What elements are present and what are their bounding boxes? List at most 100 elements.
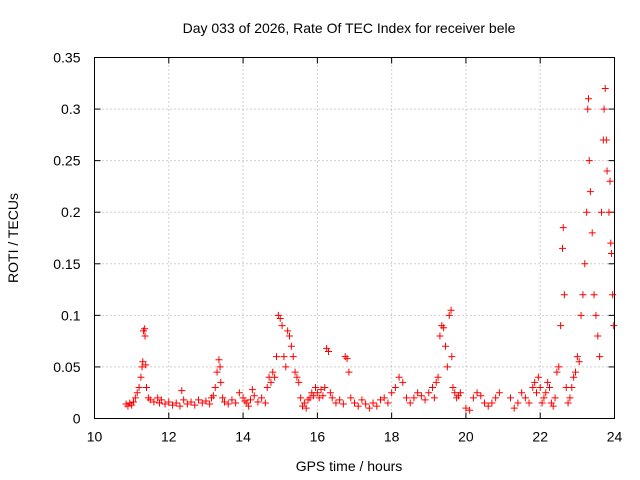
data-point [395,373,403,381]
data-point [603,167,611,175]
data-point [572,368,579,376]
data-point [131,394,139,402]
data-point [321,384,329,392]
data-point [313,389,321,397]
data-point [445,311,453,319]
data-point [403,394,410,402]
data-point [605,208,613,216]
data-point [436,332,444,340]
data-point [547,399,555,407]
data-point [319,392,327,400]
plot-frame [94,57,615,419]
data-point [209,392,217,400]
data-point [206,400,214,408]
data-point [273,353,280,361]
data-point [306,394,314,402]
data-point [443,363,451,371]
data-point [287,342,295,350]
data-point [150,398,158,406]
x-tick-label: 10 [87,429,103,445]
data-point [481,399,488,407]
data-point [365,404,373,412]
data-point [518,389,526,397]
data-point [414,389,422,397]
data-point [573,353,581,361]
data-point [377,396,384,404]
data-point [510,404,518,412]
data-point [289,353,297,361]
data-point [198,399,206,407]
data-point [258,394,266,402]
data-point [570,373,578,381]
data-point [429,384,436,392]
data-point [323,344,331,352]
data-point [566,394,574,402]
data-point [410,394,418,402]
data-point [228,396,236,404]
data-point [248,386,256,394]
data-point [606,177,614,185]
data-point [559,244,566,252]
data-point [538,399,546,407]
data-point [584,105,592,113]
data-point [138,363,146,371]
data-point [263,384,271,392]
data-point [430,394,438,402]
data-point [380,394,388,402]
data-point [154,394,162,402]
data-point [469,394,477,402]
data-point [133,389,141,397]
data-point [585,157,593,165]
data-point [284,327,292,335]
data-point [507,394,514,402]
x-axis-label: GPS time / hours [296,458,403,474]
data-point [221,398,228,406]
data-point [232,399,240,407]
data-point [137,373,145,381]
data-point [585,95,592,103]
data-point [300,399,308,407]
data-point [590,291,598,299]
data-point [180,396,188,404]
y-tick-label: 0.25 [53,153,80,169]
data-point [297,394,305,402]
data-point [536,384,544,392]
data-point [328,394,336,402]
data-point [425,389,433,397]
data-point [224,400,232,408]
data-point [141,325,149,333]
data-point [456,389,464,397]
x-tick-label: 20 [458,429,474,445]
data-point [581,260,589,268]
data-point [406,399,414,407]
y-tick-label: 0.1 [61,307,81,323]
data-point [332,399,340,407]
data-point [135,384,143,392]
data-point [551,394,559,402]
x-tick-label: 18 [384,429,400,445]
data-point [286,332,293,340]
grid-lines [94,57,615,419]
data-point [442,342,449,350]
data-point [432,378,440,386]
data-point [191,401,199,409]
data-point [384,399,392,407]
data-point [492,394,500,402]
data-point [261,399,269,407]
data-point [351,399,358,407]
data-point [598,208,605,216]
data-point [139,358,147,366]
data-point [276,314,284,322]
y-tick-label: 0.05 [53,359,80,375]
data-point [362,400,370,408]
data-point [271,373,279,381]
data-point [339,400,347,408]
data-point [592,311,600,319]
data-point [325,347,332,355]
data-point [141,332,149,340]
data-point [533,389,540,397]
data-point [542,389,550,397]
data-point [176,402,184,410]
data-point [267,378,275,386]
data-point [449,384,457,392]
